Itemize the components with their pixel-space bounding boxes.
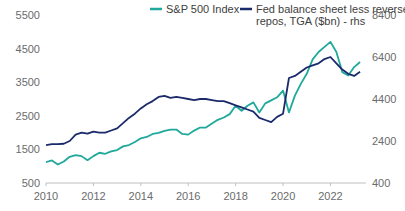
y-tick-label: 500	[22, 177, 40, 189]
series-line	[46, 42, 360, 165]
y-tick-label: 3500	[16, 76, 40, 88]
y2-tick-label: 4400	[372, 93, 396, 105]
x-tick	[330, 183, 331, 186]
y-tick-label: 5500	[16, 9, 40, 21]
y-tick	[43, 82, 46, 83]
x-tick-label: 2014	[129, 190, 153, 202]
y2-tick-label: 2400	[372, 135, 396, 147]
series-line	[46, 57, 360, 145]
y2-tick	[366, 183, 369, 184]
x-tick	[188, 183, 189, 186]
y-tick	[43, 15, 46, 16]
legend-swatch	[240, 8, 252, 11]
y-tick	[43, 115, 46, 116]
chart: 5001500250035004500550040024004400640084…	[0, 0, 405, 211]
y-tick	[43, 149, 46, 150]
x-tick-label: 2022	[318, 190, 342, 202]
x-tick-label: 2012	[81, 190, 105, 202]
y2-tick-label: 400	[372, 177, 390, 189]
x-tick-label: 2018	[223, 190, 247, 202]
y2-tick	[366, 141, 369, 142]
y-tick	[43, 48, 46, 49]
x-tick	[235, 183, 236, 186]
x-tick	[140, 183, 141, 186]
x-axis-line	[46, 183, 366, 184]
x-tick-label: 2016	[176, 190, 200, 202]
legend-label: S&P 500 Index	[166, 3, 240, 15]
plot-area	[46, 42, 360, 165]
x-tick-label: 2020	[271, 190, 295, 202]
y-tick-label: 1500	[16, 143, 40, 155]
legend-label: Fed balance sheet less reverserepos, TGA…	[256, 3, 405, 27]
y2-tick-label: 6400	[372, 51, 396, 63]
x-tick-label: 2010	[34, 190, 58, 202]
y-tick-label: 4500	[16, 43, 40, 55]
legend-swatch	[150, 8, 162, 11]
y2-tick	[366, 99, 369, 100]
x-tick	[283, 183, 284, 186]
x-tick	[93, 183, 94, 186]
y-tick-label: 2500	[16, 110, 40, 122]
y2-tick	[366, 57, 369, 58]
x-tick	[46, 183, 47, 186]
